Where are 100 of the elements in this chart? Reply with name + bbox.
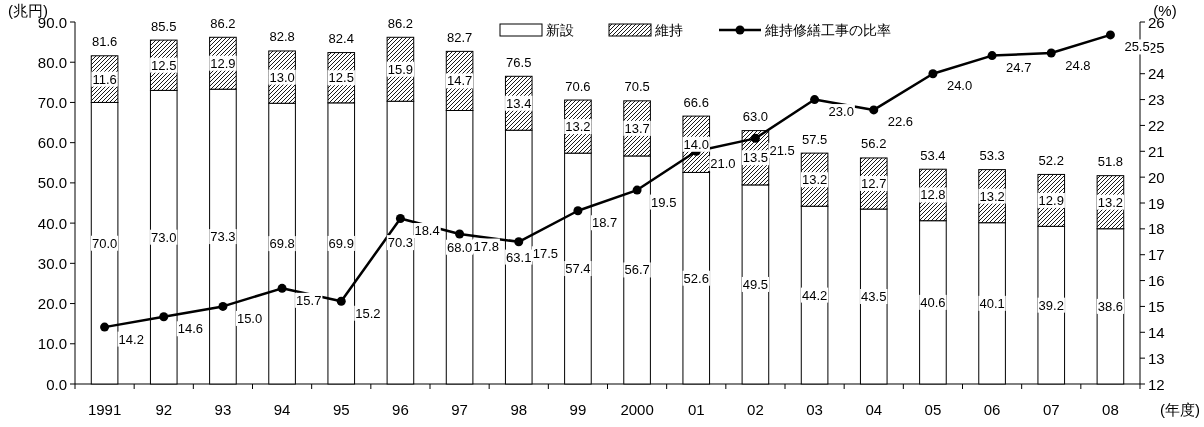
x-tick-label: 07 xyxy=(1042,400,1060,418)
legend-label: 新設 xyxy=(546,22,574,38)
legend-label: 維持修繕工事の比率 xyxy=(764,22,891,38)
x-tick-label: 02 xyxy=(747,400,764,418)
data-label: 14.0 xyxy=(683,136,709,152)
y2-tick-label: 23 xyxy=(1148,91,1165,109)
x-tick-label: 93 xyxy=(214,400,232,418)
data-label: 18.7 xyxy=(591,215,618,231)
data-label: 13.5 xyxy=(742,150,769,166)
total-label: 63.0 xyxy=(742,109,769,125)
data-label: 15.2 xyxy=(355,305,381,321)
data-label: 69.9 xyxy=(328,235,354,251)
total-label: 85.5 xyxy=(151,18,177,34)
data-label: 12.5 xyxy=(328,70,354,86)
x-tick-label: 01 xyxy=(687,400,705,418)
y2-tick-label: 13 xyxy=(1148,349,1165,367)
data-label: 56.7 xyxy=(624,262,650,278)
y2-tick-label: 21 xyxy=(1148,142,1165,160)
total-label: 82.4 xyxy=(328,31,354,47)
data-label: 19.5 xyxy=(651,194,677,210)
x-tick-label: 95 xyxy=(332,400,350,418)
data-label: 13.4 xyxy=(506,95,532,111)
total-label: 66.6 xyxy=(683,94,709,110)
x-tick-label: 04 xyxy=(865,400,883,418)
data-label: 14.6 xyxy=(177,321,204,337)
point xyxy=(277,283,287,293)
data-label: 13.0 xyxy=(269,69,295,85)
point xyxy=(336,296,346,306)
x-tick-label: 06 xyxy=(983,400,1001,418)
data-label: 15.7 xyxy=(296,292,322,308)
data-label: 40.1 xyxy=(979,295,1005,311)
data-label: 14.7 xyxy=(446,73,473,89)
data-label: 12.5 xyxy=(151,57,177,73)
x-tick-label: 98 xyxy=(510,400,528,418)
total-label: 70.5 xyxy=(624,79,650,95)
x-tick-label: 08 xyxy=(1102,400,1119,418)
y2-tick-label: 18 xyxy=(1148,220,1165,238)
data-label: 13.2 xyxy=(1097,194,1124,210)
x-tick-label: 92 xyxy=(155,400,173,418)
point xyxy=(455,229,465,239)
y-tick-label: 10.0 xyxy=(37,335,67,353)
point xyxy=(928,69,938,79)
y2-tick-label: 22 xyxy=(1148,116,1165,134)
data-label: 18.4 xyxy=(414,223,440,239)
data-label: 15.0 xyxy=(236,310,263,326)
y-tick-label: 50.0 xyxy=(37,174,67,192)
point xyxy=(750,133,760,143)
point xyxy=(869,105,879,115)
x-tick-label: 1991 xyxy=(87,400,122,418)
data-label: 49.5 xyxy=(742,276,769,292)
total-label: 86.2 xyxy=(210,15,236,31)
y2-tick-label: 16 xyxy=(1148,272,1165,290)
data-label: 22.6 xyxy=(887,114,914,130)
y2-tick-label: 19 xyxy=(1148,194,1165,212)
total-label: 82.8 xyxy=(269,29,295,45)
x-tick-label: 05 xyxy=(924,400,942,418)
data-label: 38.6 xyxy=(1097,298,1124,314)
data-label: 43.5 xyxy=(861,289,887,305)
x-tick-label: 97 xyxy=(451,400,468,418)
point xyxy=(573,206,583,216)
data-label: 40.6 xyxy=(920,294,946,310)
total-label: 53.4 xyxy=(920,147,946,163)
legend-label: 維持 xyxy=(654,22,683,38)
x-tick-label: 03 xyxy=(806,400,823,418)
y2-tick-label: 14 xyxy=(1148,323,1165,341)
point xyxy=(1046,48,1056,58)
total-label: 52.2 xyxy=(1038,152,1064,168)
y-tick-label: 20.0 xyxy=(37,295,67,313)
x-axis-title: (年度) xyxy=(1160,400,1200,418)
data-label: 13.2 xyxy=(565,119,591,135)
data-label: 68.0 xyxy=(446,239,473,255)
y2-tick-label: 15 xyxy=(1148,297,1165,315)
total-label: 56.2 xyxy=(861,136,887,152)
y-tick-label: 80.0 xyxy=(37,53,67,71)
total-label: 57.5 xyxy=(801,131,828,147)
total-label: 86.2 xyxy=(387,15,414,31)
data-label: 13.2 xyxy=(979,188,1005,204)
data-label: 57.4 xyxy=(565,261,591,277)
data-label: 24.0 xyxy=(946,78,973,94)
data-label: 11.6 xyxy=(92,71,117,87)
point xyxy=(395,214,405,224)
data-label: 13.7 xyxy=(624,120,650,136)
data-label: 73.0 xyxy=(151,229,177,245)
x-tick-label: 2000 xyxy=(620,400,654,418)
data-label: 24.7 xyxy=(1006,60,1032,76)
total-label: 51.8 xyxy=(1097,154,1124,170)
data-label: 39.2 xyxy=(1038,297,1064,313)
data-label: 12.8 xyxy=(920,187,946,203)
data-label: 13.2 xyxy=(801,172,828,188)
point xyxy=(218,301,228,311)
x-tick-label: 94 xyxy=(273,400,291,418)
y2-tick-label: 24 xyxy=(1148,65,1165,83)
x-tick-label: 99 xyxy=(569,400,587,418)
data-label: 12.7 xyxy=(861,175,887,191)
total-label: 82.7 xyxy=(446,29,473,45)
y-tick-label: 30.0 xyxy=(37,254,67,272)
x-tick-label: 96 xyxy=(392,400,409,418)
point xyxy=(159,312,169,322)
data-label: 73.3 xyxy=(210,229,236,245)
point xyxy=(1105,30,1115,40)
